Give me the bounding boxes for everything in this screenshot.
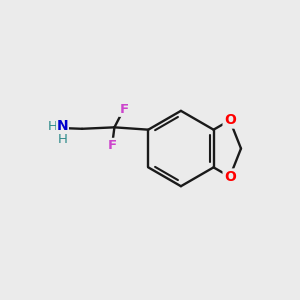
Text: F: F bbox=[119, 103, 128, 116]
Text: F: F bbox=[107, 139, 117, 152]
Text: H: H bbox=[48, 120, 58, 133]
Text: O: O bbox=[224, 170, 236, 184]
Text: N: N bbox=[56, 119, 68, 133]
Text: H: H bbox=[57, 133, 67, 146]
Text: O: O bbox=[224, 113, 236, 127]
